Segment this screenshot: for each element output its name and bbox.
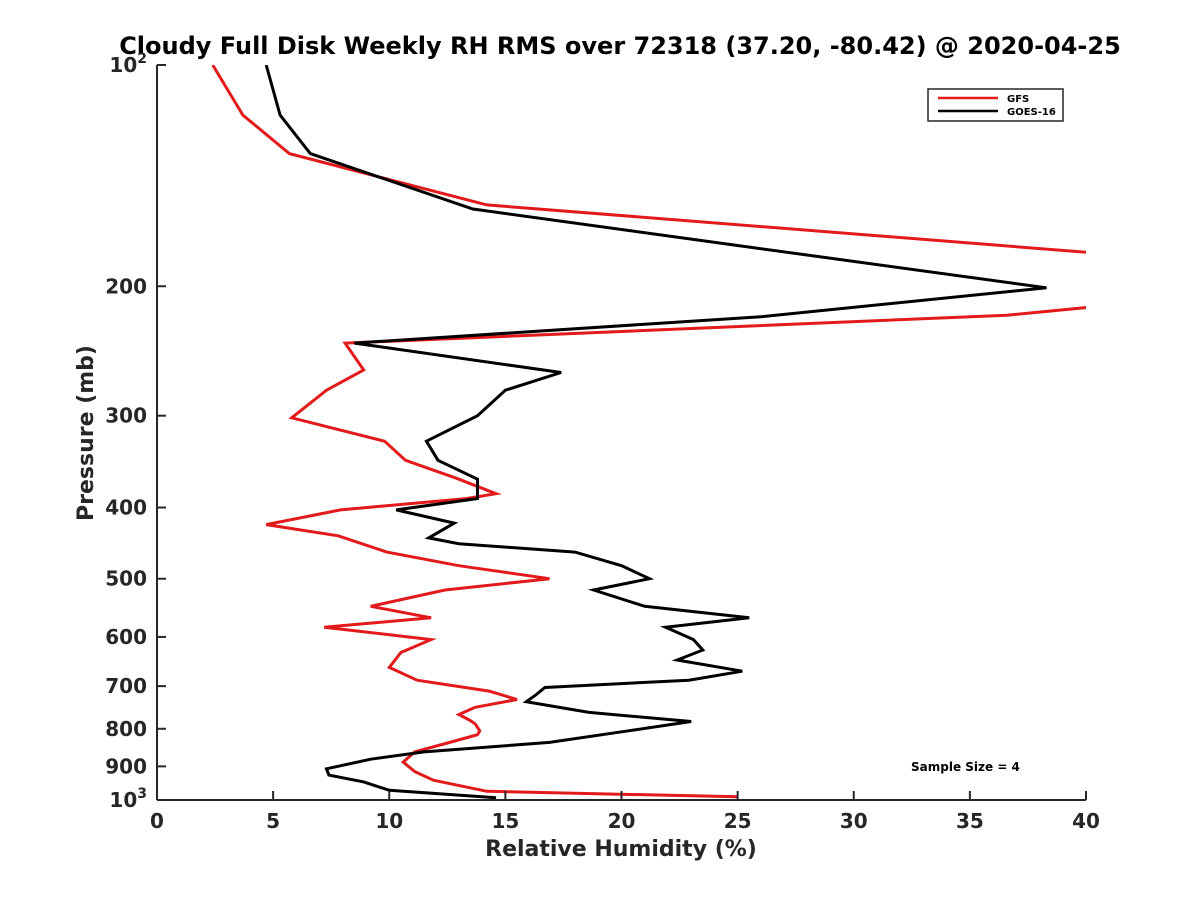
- x-tick-label: 5: [266, 809, 280, 833]
- x-axis-label: Relative Humidity (%): [485, 837, 757, 862]
- legend-label-goes16: GOES-16: [1007, 107, 1056, 118]
- x-tick-label: 40: [1072, 809, 1100, 833]
- y-tick-label: 900: [105, 754, 147, 778]
- y-tick-label: 200: [105, 274, 147, 298]
- y-axis-label: Pressure (mb): [74, 345, 99, 521]
- y-ticks: 102 200 300 400 500 600 700 800 900 103: [105, 51, 166, 812]
- legend-label-gfs: GFS: [1007, 94, 1029, 105]
- sample-size-annotation: Sample Size = 4: [911, 760, 1020, 774]
- x-tick-label: 10: [375, 809, 403, 833]
- y-tick-label: 400: [105, 496, 147, 520]
- chart-title: Cloudy Full Disk Weekly RH RMS over 7231…: [119, 32, 1121, 60]
- y-tick-label: 300: [105, 404, 147, 428]
- x-tick-label: 0: [150, 809, 164, 833]
- x-tick-label: 30: [840, 809, 868, 833]
- x-tick-label: 35: [956, 809, 984, 833]
- legend-box: [927, 88, 1064, 122]
- y-tick-label: 103: [109, 786, 147, 812]
- x-tick-label: 25: [724, 809, 752, 833]
- series-line-gfs: [211, 65, 1086, 799]
- y-tick-label: 700: [105, 674, 147, 698]
- axes: [156, 65, 1086, 801]
- series-line-goes16: [264, 65, 1047, 800]
- y-tick-label: 800: [105, 717, 147, 741]
- legend: GFS GOES-16: [927, 88, 1064, 122]
- y-tick-label: 600: [105, 625, 147, 649]
- y-tick-label: 500: [105, 567, 147, 591]
- x-ticks: 0 5 10 15 20 25 30 35 40: [150, 791, 1100, 833]
- y-tick-label: 102: [109, 51, 147, 77]
- x-tick-label: 20: [608, 809, 636, 833]
- series-layer: [211, 65, 1086, 800]
- x-tick-label: 15: [491, 809, 519, 833]
